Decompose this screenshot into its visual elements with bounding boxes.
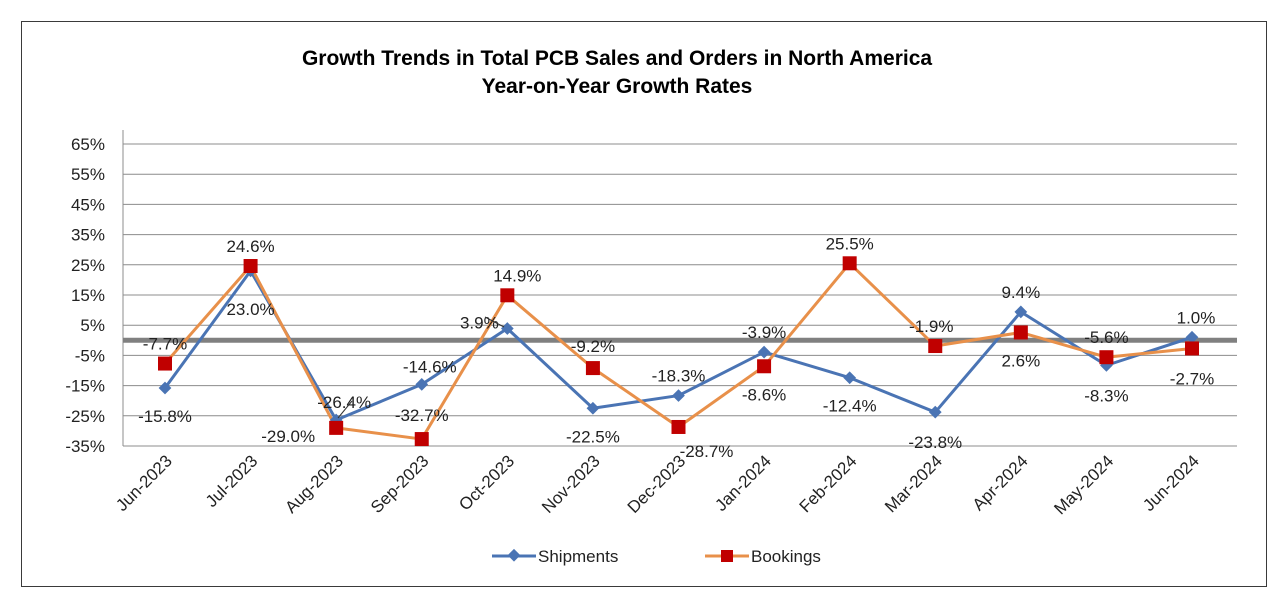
- data-label-bookings: 24.6%: [226, 237, 274, 256]
- y-tick-label: 35%: [71, 226, 105, 245]
- data-label-bookings: 2.6%: [1001, 351, 1040, 370]
- series-markers: [158, 256, 1199, 447]
- data-label-bookings: -9.2%: [571, 337, 615, 356]
- y-tick-label: -35%: [65, 437, 105, 456]
- point-marker-bookings: [1185, 341, 1199, 356]
- point-marker-shipments: [415, 378, 429, 391]
- y-tick-label: 55%: [71, 165, 105, 184]
- x-tick-label: Feb-2024: [796, 451, 861, 516]
- point-marker-bookings: [243, 259, 258, 274]
- point-marker-shipments: [672, 389, 685, 402]
- y-tick-label: 15%: [71, 286, 105, 305]
- point-marker-bookings: [158, 356, 172, 371]
- chart-title: Growth Trends in Total PCB Sales and Ord…: [302, 47, 932, 70]
- legend-marker-square: [721, 550, 733, 562]
- y-tick-label: 25%: [71, 256, 105, 275]
- chart-subtitle: Year-on-Year Growth Rates: [482, 75, 753, 98]
- data-label-bookings: -32.7%: [395, 406, 449, 425]
- legend-label-shipments: Shipments: [538, 547, 618, 566]
- x-axis-ticks: Jun-2023 Jul-2023 Aug-2023 Sep-2023 Oct-2023…: [112, 451, 1203, 518]
- x-tick-label: Sep-2023: [367, 451, 433, 517]
- leader-line: [337, 400, 353, 419]
- data-label-shipments: -15.8%: [138, 407, 192, 426]
- point-marker-bookings: [414, 432, 429, 447]
- y-tick-label: -25%: [65, 407, 105, 426]
- data-label-shipments: -23.8%: [908, 433, 962, 452]
- data-label-bookings: -2.7%: [1170, 369, 1214, 388]
- chart-frame: [21, 21, 1267, 587]
- data-label-bookings: -8.6%: [742, 385, 786, 404]
- data-label-shipments: -26.4%: [317, 393, 371, 412]
- legend-label-bookings: Bookings: [751, 547, 821, 566]
- y-tick-label: -15%: [65, 377, 105, 396]
- point-marker-bookings: [757, 359, 772, 374]
- data-label-bookings: 25.5%: [826, 234, 874, 253]
- data-label-shipments: -3.9%: [742, 323, 786, 342]
- data-label-bookings: -7.7%: [143, 335, 187, 354]
- data-label-shipments: -18.3%: [652, 367, 706, 386]
- point-marker-bookings: [842, 256, 857, 271]
- gridlines: [123, 143, 1237, 447]
- point-marker-bookings: [329, 420, 344, 435]
- point-marker-shipments: [158, 381, 172, 395]
- data-label-shipments: 3.9%: [460, 314, 499, 333]
- legend: Shipments Bookings: [492, 547, 821, 566]
- y-tick-label: 45%: [71, 195, 105, 214]
- x-tick-label: Jun-2024: [1139, 451, 1203, 515]
- data-label-shipments: 1.0%: [1177, 308, 1216, 327]
- data-label-bookings: -28.7%: [680, 442, 734, 461]
- y-tick-label: -5%: [75, 346, 105, 365]
- leader-line: [484, 316, 505, 328]
- x-tick-label: Aug-2023: [281, 451, 347, 517]
- y-tick-label: 65%: [71, 135, 105, 154]
- x-tick-label: Jun-2023: [112, 451, 176, 515]
- data-label-bookings: -29.0%: [261, 427, 315, 446]
- legend-item-shipments[interactable]: Shipments: [492, 547, 618, 566]
- data-label-bookings: -5.6%: [1084, 328, 1128, 347]
- data-labels: -15.8% 23.0% -26.4% -14.6% 3.9% -22.5% -18.3% -…: [138, 234, 1215, 461]
- data-label-shipments: -12.4%: [823, 397, 877, 416]
- point-marker-bookings: [585, 361, 600, 376]
- point-marker-shipments: [843, 371, 857, 385]
- x-tick-label: Nov-2023: [538, 451, 604, 517]
- point-marker-bookings: [500, 288, 515, 303]
- point-marker-shipments: [757, 345, 771, 359]
- point-marker-bookings: [671, 419, 686, 434]
- legend-marker-diamond: [507, 548, 521, 562]
- x-tick-label: Jul-2023: [202, 451, 262, 511]
- point-marker-shipments: [500, 322, 514, 335]
- data-label-bookings: 14.9%: [493, 266, 541, 285]
- point-marker-bookings: [928, 339, 943, 354]
- y-axis-ticks: 65% 55% 45% 35% 25% 15% 5% -5% -15% -25% -35%: [65, 135, 105, 456]
- point-marker-bookings: [1013, 325, 1028, 340]
- data-label-bookings: -1.9%: [909, 317, 953, 336]
- x-tick-label: May-2024: [1050, 451, 1117, 518]
- data-label-shipments: -8.3%: [1084, 386, 1128, 405]
- data-label-shipments: -22.5%: [566, 427, 620, 446]
- x-tick-label: Apr-2024: [969, 451, 1032, 514]
- x-tick-label: Mar-2024: [881, 451, 946, 516]
- y-tick-label: 5%: [80, 316, 105, 335]
- x-tick-label: Oct-2023: [455, 451, 518, 514]
- data-label-shipments: 23.0%: [226, 300, 274, 319]
- x-tick-label: Dec-2023: [624, 451, 690, 517]
- data-label-shipments: -14.6%: [403, 357, 457, 376]
- legend-item-bookings[interactable]: Bookings: [705, 547, 821, 566]
- data-label-shipments: 9.4%: [1001, 283, 1040, 302]
- point-marker-bookings: [1099, 350, 1114, 365]
